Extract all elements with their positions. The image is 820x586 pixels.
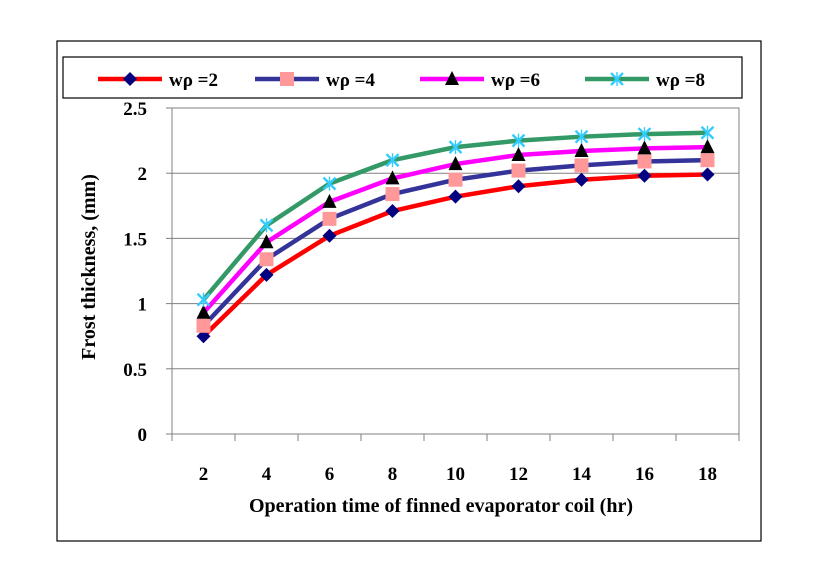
legend-marker-1 — [123, 72, 137, 86]
y-tick-label-4: 2 — [138, 164, 148, 185]
x-tick-label-1: 4 — [262, 464, 272, 485]
legend-label-1: wρ =2 — [169, 70, 218, 91]
y-tick-label-0: 0 — [138, 425, 148, 446]
legend-entry-4: wρ =8 — [585, 70, 705, 91]
series-1-point-9 — [700, 167, 715, 182]
series-2-point-4 — [385, 187, 400, 202]
y-tick-label-5: 2.5 — [123, 99, 147, 120]
legend-marker-3 — [445, 71, 459, 85]
series-2-point-5 — [448, 172, 463, 187]
series-1-point-3 — [322, 228, 337, 243]
series-4-point-3 — [322, 176, 337, 191]
y-tick-label-2: 1 — [138, 295, 148, 316]
x-tick-label-3: 8 — [388, 464, 398, 485]
x-axis-label: Operation time of finned evaporator coil… — [249, 495, 633, 517]
legend-label-4: wρ =8 — [656, 70, 705, 91]
series-3 — [196, 139, 715, 319]
series-3-point-5 — [448, 156, 463, 171]
series-3-point-3 — [322, 193, 337, 208]
x-tick-label-5: 12 — [509, 464, 528, 485]
legend: wρ =2 wρ =4 wρ =6 wρ =8 — [98, 70, 705, 91]
series-3-point-4 — [385, 170, 400, 185]
y-tick-label-3: 1.5 — [123, 229, 147, 250]
x-tick-label-2: 6 — [325, 464, 335, 485]
series-4-point-6 — [511, 133, 526, 148]
series-3-point-9 — [700, 139, 715, 154]
series-3-point-8 — [637, 140, 652, 155]
series-4-point-8 — [637, 127, 652, 142]
series-1-point-7 — [574, 172, 589, 187]
y-axis-label: Frost thickness, (mm) — [78, 174, 100, 360]
series-4-point-4 — [385, 153, 400, 168]
series-2-point-3 — [322, 211, 337, 226]
legend-label-3: wρ =6 — [491, 70, 540, 91]
series-1-point-6 — [511, 179, 526, 194]
series-2-point-1 — [196, 318, 211, 333]
legend-marker-2 — [280, 72, 294, 86]
series-2-point-9 — [700, 153, 715, 168]
x-tick-label-6: 14 — [572, 464, 592, 485]
x-tick-label-0: 2 — [199, 464, 209, 485]
series-1-point-5 — [448, 189, 463, 204]
axes: 0 0.5 1 1.5 2 2.5 2 4 6 8 10 12 14 16 18 — [123, 99, 740, 485]
legend-entry-3: wρ =6 — [420, 70, 540, 91]
y-tick-label-1: 0.5 — [123, 360, 147, 381]
legend-label-2: wρ =4 — [326, 70, 375, 91]
series-4 — [196, 125, 715, 307]
series-2-point-2 — [259, 252, 274, 267]
series-2-point-6 — [511, 163, 526, 178]
series-2 — [196, 153, 715, 333]
series-2-point-7 — [574, 158, 589, 173]
series-layer — [196, 125, 715, 344]
series-3-point-2 — [259, 234, 274, 249]
series-3-point-6 — [511, 146, 526, 161]
series-4-point-1 — [196, 292, 211, 307]
x-tick-label-7: 16 — [635, 464, 654, 485]
series-3-point-1 — [196, 304, 211, 319]
legend-entry-2: wρ =4 — [255, 70, 375, 91]
series-1-point-4 — [385, 204, 400, 219]
series-4-point-5 — [448, 140, 463, 155]
x-tick-label-8: 18 — [698, 464, 717, 485]
series-4-point-2 — [259, 218, 274, 233]
legend-marker-4 — [610, 72, 624, 86]
series-4-point-9 — [700, 125, 715, 140]
x-tick-label-4: 10 — [446, 464, 465, 485]
series-1-point-8 — [637, 168, 652, 183]
series-1-point-2 — [259, 267, 274, 282]
legend-entry-1: wρ =2 — [98, 70, 218, 91]
series-4-point-7 — [574, 129, 589, 144]
series-2-point-8 — [637, 154, 652, 169]
series-3-point-7 — [574, 143, 589, 158]
